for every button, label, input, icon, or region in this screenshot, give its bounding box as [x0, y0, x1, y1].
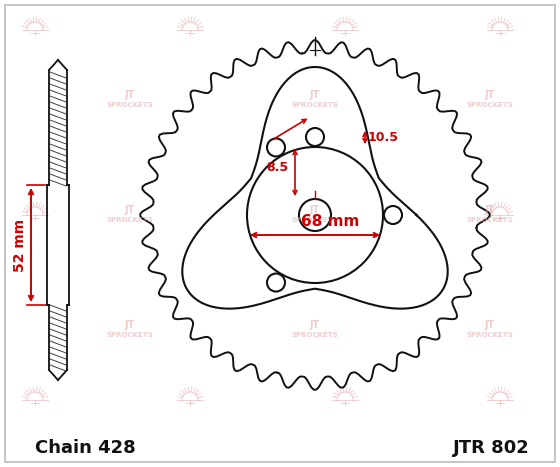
Text: JT: JT	[125, 205, 135, 215]
Text: JT: JT	[310, 205, 320, 215]
Text: JT: JT	[485, 205, 495, 215]
Text: Chain 428: Chain 428	[35, 439, 136, 457]
Text: JT: JT	[310, 320, 320, 330]
Text: SPROCKETS: SPROCKETS	[292, 217, 338, 223]
Text: JT: JT	[310, 90, 320, 100]
Text: SPROCKETS: SPROCKETS	[466, 102, 514, 108]
Text: 8.5: 8.5	[266, 161, 288, 174]
Text: SPROCKETS: SPROCKETS	[106, 217, 153, 223]
Text: SPROCKETS: SPROCKETS	[106, 332, 153, 338]
Text: 68 mm: 68 mm	[301, 213, 359, 228]
Text: SPROCKETS: SPROCKETS	[106, 102, 153, 108]
Text: SPROCKETS: SPROCKETS	[292, 102, 338, 108]
Text: 10.5: 10.5	[367, 131, 399, 144]
Text: JT: JT	[485, 320, 495, 330]
Text: SPROCKETS: SPROCKETS	[466, 332, 514, 338]
Text: SPROCKETS: SPROCKETS	[292, 332, 338, 338]
Text: JTR 802: JTR 802	[453, 439, 530, 457]
Text: JT: JT	[485, 90, 495, 100]
Text: JT: JT	[125, 90, 135, 100]
Text: 52 mm: 52 mm	[13, 219, 27, 272]
Text: SPROCKETS: SPROCKETS	[466, 217, 514, 223]
Text: JT: JT	[125, 320, 135, 330]
